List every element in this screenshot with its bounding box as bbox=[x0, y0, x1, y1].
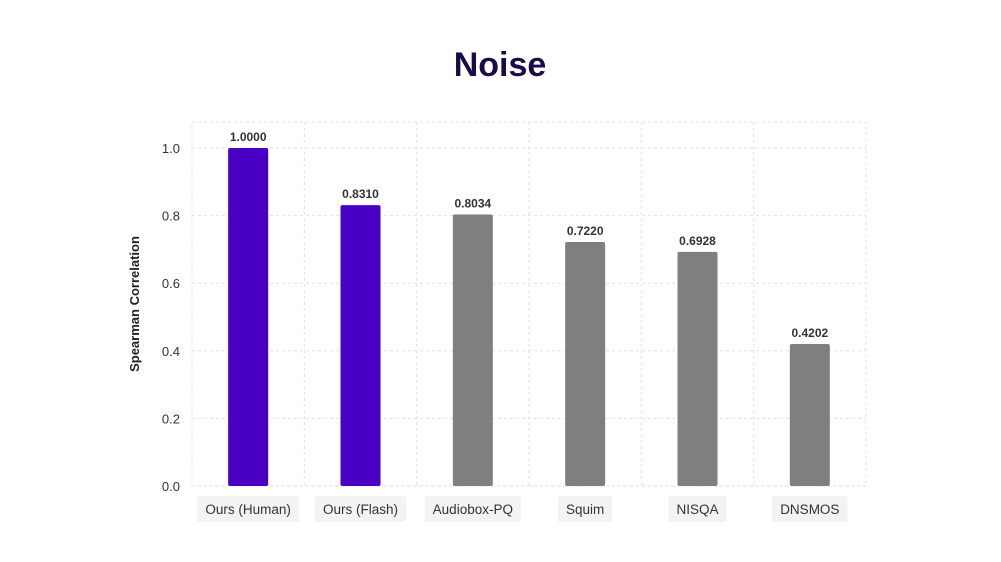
y-tick-label: 0.2 bbox=[162, 411, 180, 426]
x-category-label: Ours (Flash) bbox=[323, 502, 398, 517]
x-category: Ours (Flash) bbox=[314, 496, 407, 522]
bar-audiobox-pq bbox=[452, 214, 493, 486]
x-category-label: Squim bbox=[566, 502, 604, 517]
bar-value-label: 0.6928 bbox=[679, 234, 716, 248]
x-category-label: Ours (Human) bbox=[205, 502, 291, 517]
x-category: Audiobox-PQ bbox=[424, 496, 521, 522]
bar-value-label: 0.4202 bbox=[791, 326, 828, 340]
y-axis-label: Spearman Correlation bbox=[127, 236, 142, 372]
x-category: DNSMOS bbox=[772, 496, 848, 522]
x-category: NISQA bbox=[668, 496, 727, 522]
y-axis-ticks: 0.0 0.2 0.4 0.6 0.8 1.0 bbox=[162, 141, 180, 494]
x-category: Squim bbox=[558, 496, 613, 522]
y-tick-label: 0.6 bbox=[162, 276, 180, 291]
value-labels: 1.0000 0.8310 0.8034 0.7220 0.6928 0.4202 bbox=[230, 130, 829, 340]
x-category-background bbox=[772, 496, 848, 522]
y-tick-label: 0.8 bbox=[162, 209, 180, 224]
x-category-background bbox=[424, 496, 521, 522]
x-category-background bbox=[668, 496, 727, 522]
x-category-label: NISQA bbox=[676, 502, 718, 517]
bar-ours-flash bbox=[340, 205, 381, 486]
x-category-background bbox=[314, 496, 407, 522]
bar-dnsmos bbox=[789, 343, 830, 486]
y-tick-label: 0.4 bbox=[162, 344, 180, 359]
bar-value-label: 1.0000 bbox=[230, 130, 267, 144]
bars bbox=[228, 148, 830, 486]
bar-value-label: 0.8310 bbox=[342, 187, 379, 201]
bar-ours-human bbox=[228, 148, 269, 486]
bar-value-label: 0.8034 bbox=[454, 196, 491, 210]
x-category-label: Audiobox-PQ bbox=[433, 502, 513, 517]
x-axis-categories: Ours (Human) Ours (Flash) Audiobox-PQ Squim… bbox=[197, 496, 848, 522]
x-category-label: DNSMOS bbox=[780, 502, 839, 517]
x-category-background bbox=[558, 496, 613, 522]
grid bbox=[191, 121, 867, 487]
bar-value-label: 0.7220 bbox=[567, 224, 604, 238]
bar-nisqa bbox=[677, 251, 718, 486]
y-tick-label: 0.0 bbox=[162, 479, 180, 494]
x-category-background bbox=[197, 496, 299, 522]
chart-title: Noise bbox=[454, 46, 547, 84]
x-category: Ours (Human) bbox=[197, 496, 299, 522]
bar-squim bbox=[565, 241, 606, 486]
y-tick-label: 1.0 bbox=[162, 141, 180, 156]
